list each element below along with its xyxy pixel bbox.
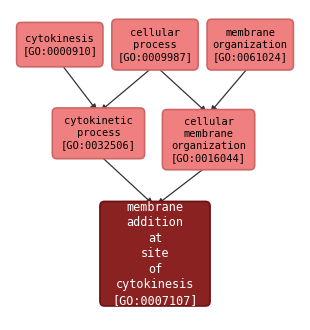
- Text: membrane
addition
at
site
of
cytokinesis
[GO:0007107]: membrane addition at site of cytokinesis…: [112, 201, 198, 307]
- Text: cellular
process
[GO:0009987]: cellular process [GO:0009987]: [117, 28, 193, 62]
- Text: cellular
membrane
organization
[GO:0016044]: cellular membrane organization [GO:00160…: [171, 117, 246, 163]
- Text: cytokinetic
process
[GO:0032506]: cytokinetic process [GO:0032506]: [61, 116, 136, 150]
- FancyBboxPatch shape: [162, 110, 255, 170]
- FancyBboxPatch shape: [112, 19, 198, 70]
- FancyBboxPatch shape: [17, 22, 103, 67]
- FancyBboxPatch shape: [52, 108, 144, 159]
- Text: cytokinesis
[GO:0000910]: cytokinesis [GO:0000910]: [22, 34, 97, 56]
- Text: membrane
organization
[GO:0061024]: membrane organization [GO:0061024]: [213, 28, 288, 62]
- FancyBboxPatch shape: [207, 19, 293, 70]
- FancyBboxPatch shape: [100, 201, 210, 306]
